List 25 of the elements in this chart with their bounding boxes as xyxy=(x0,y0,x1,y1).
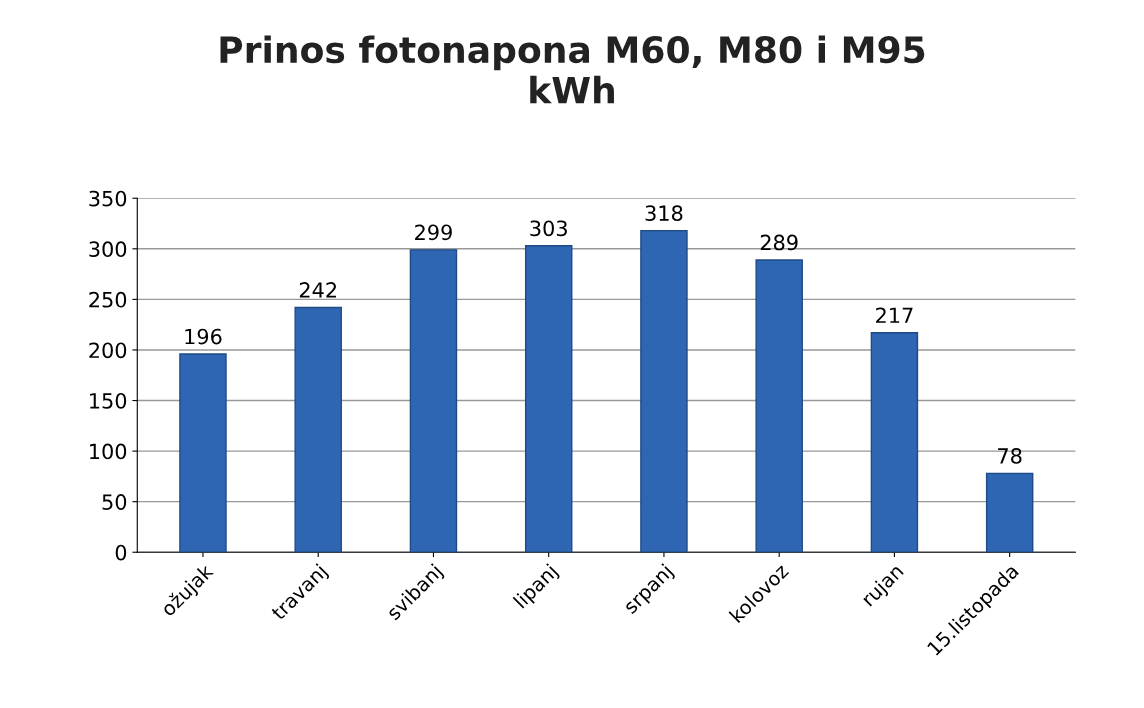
y-tick-label: 350 xyxy=(89,190,127,207)
data-label: 289 xyxy=(760,234,798,251)
data-label: 242 xyxy=(299,282,337,298)
bar xyxy=(985,472,1034,553)
bar xyxy=(870,332,919,553)
bar xyxy=(524,245,573,553)
data-label: 196 xyxy=(185,328,222,345)
bar xyxy=(409,249,458,553)
y-tick-label: 50 xyxy=(102,494,127,510)
y-tick-label: 300 xyxy=(89,241,127,258)
y-tick-label: 200 xyxy=(89,342,127,359)
data-label: 217 xyxy=(876,307,913,323)
data-label: 303 xyxy=(530,220,567,237)
y-tick-label: 150 xyxy=(90,392,127,409)
bar xyxy=(179,353,227,553)
data-label: 78 xyxy=(998,448,1022,464)
data-label: 299 xyxy=(415,224,452,241)
bar xyxy=(640,229,688,553)
bar xyxy=(755,259,803,553)
data-label: 318 xyxy=(645,205,683,222)
y-tick-label: 250 xyxy=(89,291,127,308)
chart-title: Prinos fotonapona M60, M80 i M95 kWh xyxy=(220,35,925,104)
y-tick-label: 0 xyxy=(115,544,127,561)
y-tick-label: 100 xyxy=(90,443,127,460)
bar xyxy=(294,306,342,553)
